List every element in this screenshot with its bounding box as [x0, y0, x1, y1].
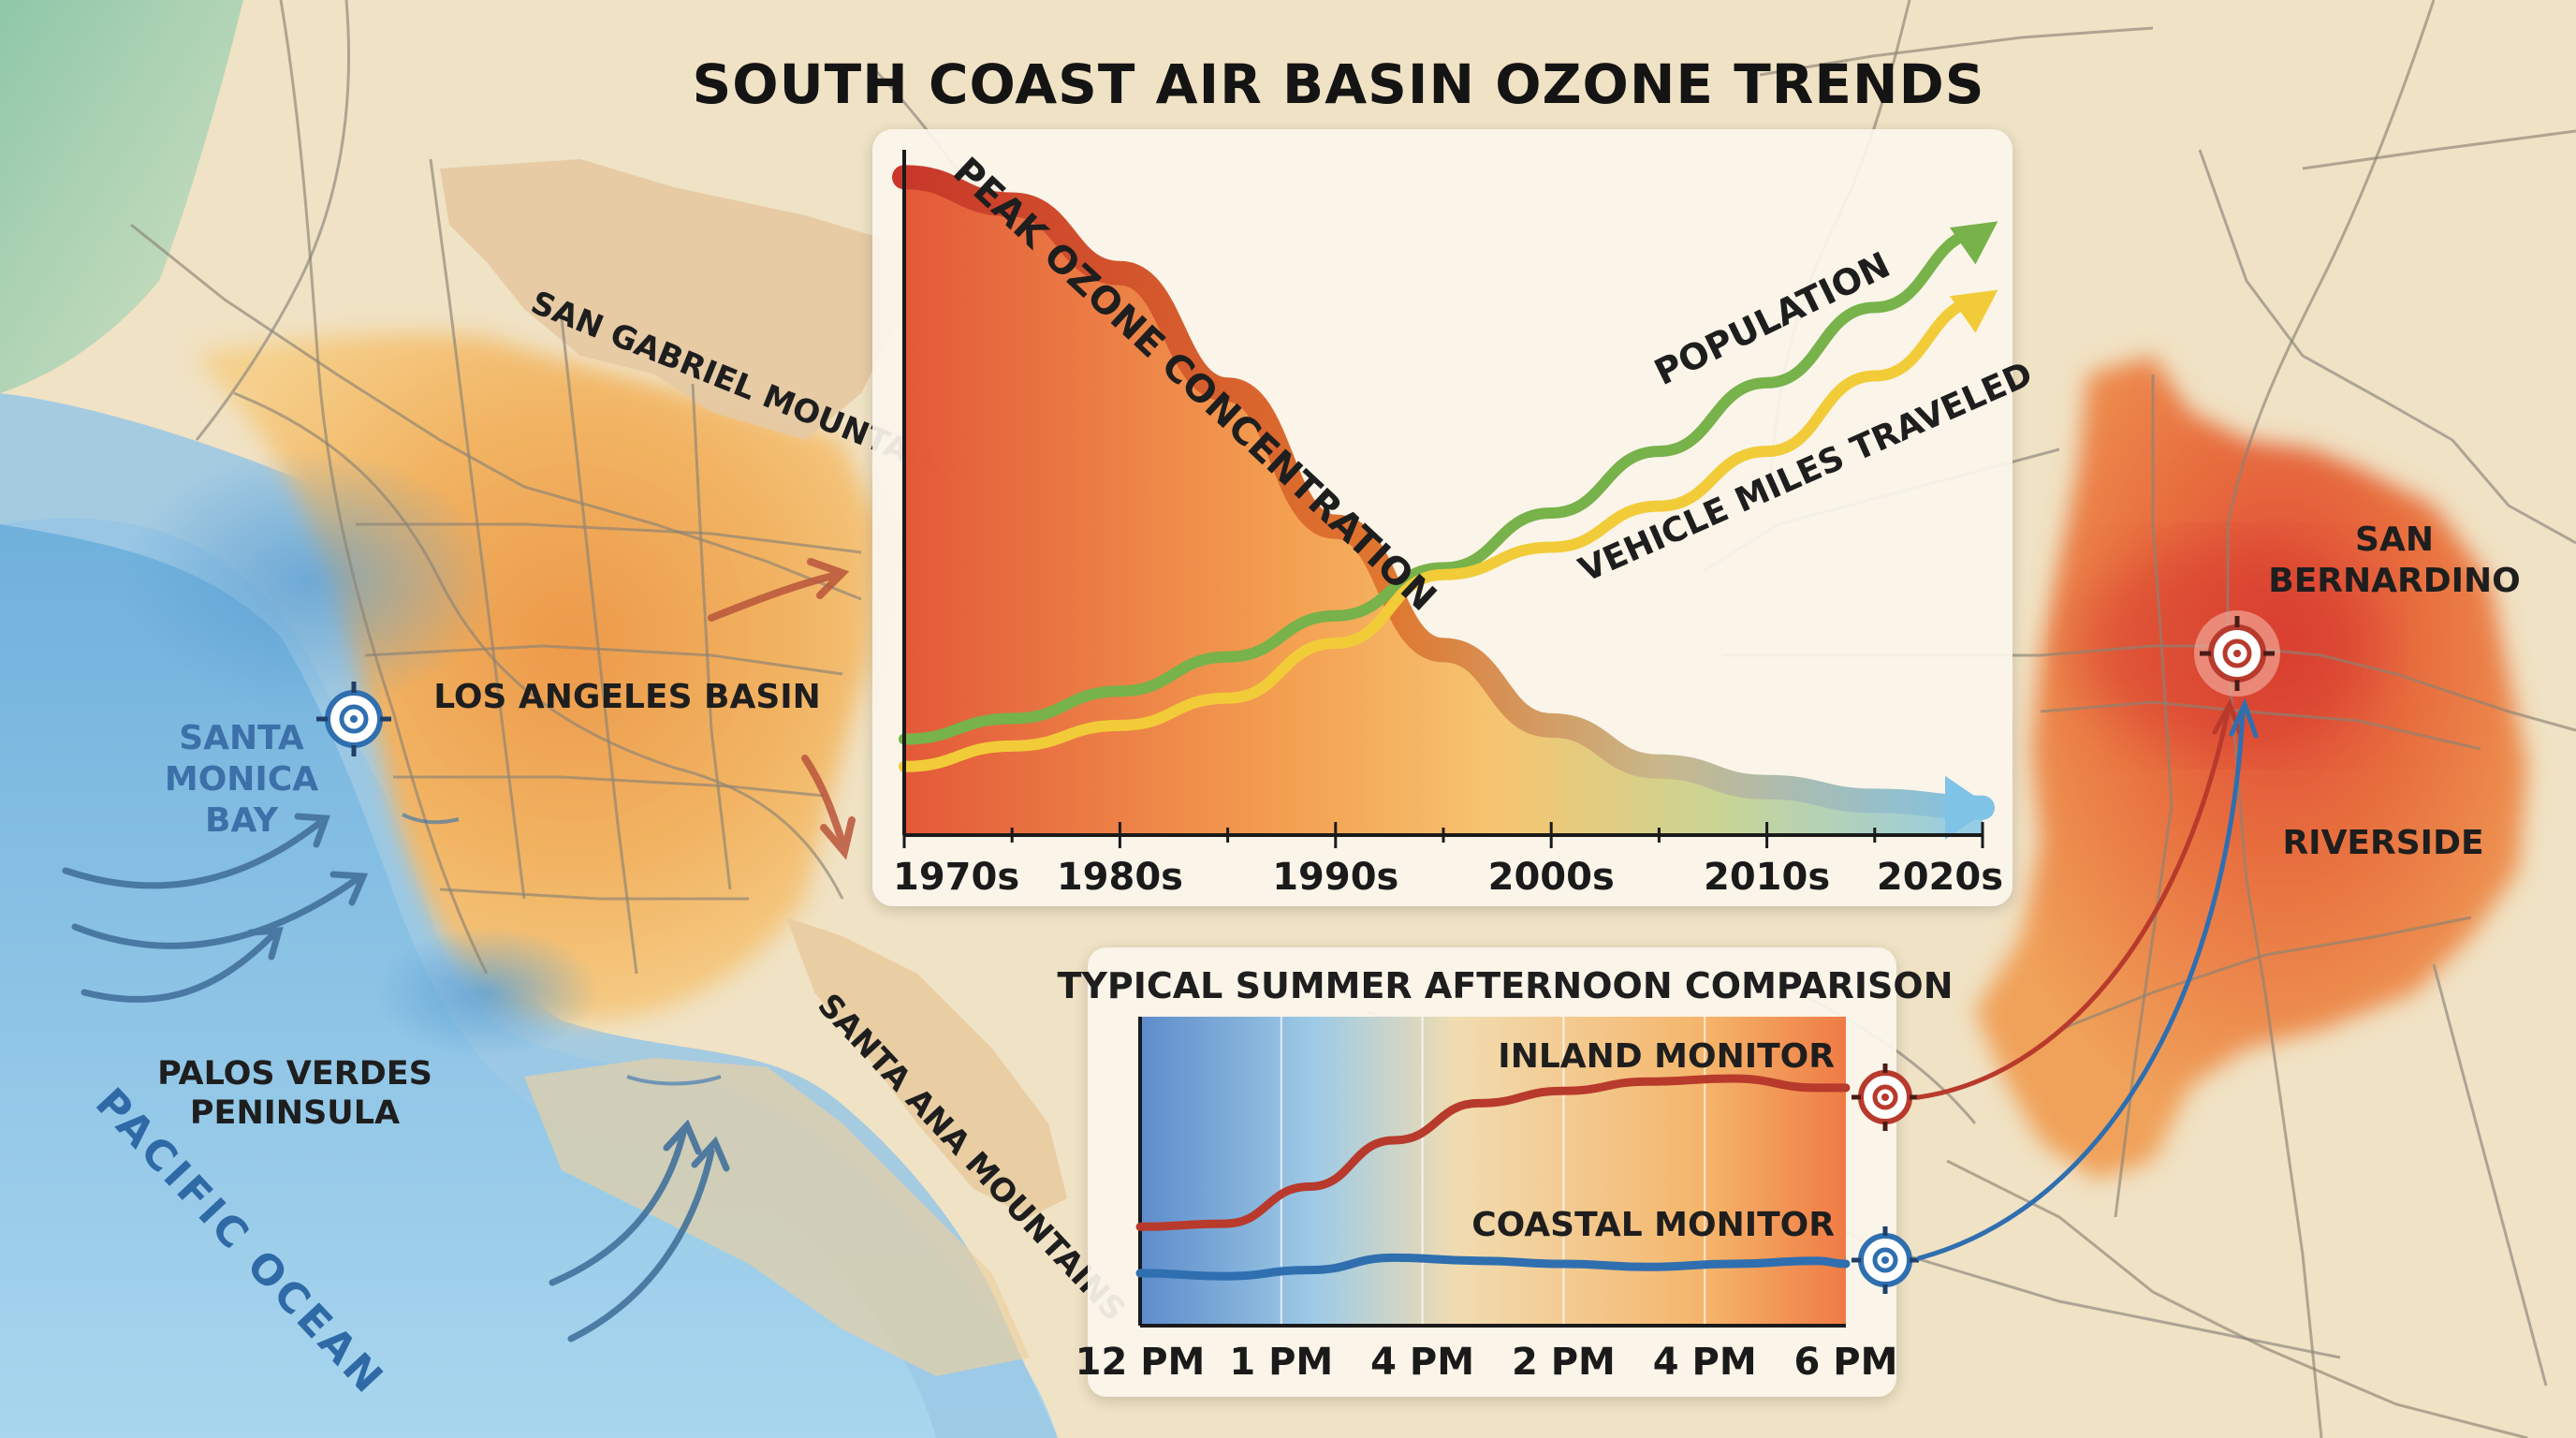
svg-text:PALOS VERDES: PALOS VERDES — [157, 1055, 432, 1093]
riverside-label: RIVERSIDE — [2282, 824, 2483, 862]
svg-text:SAN: SAN — [2355, 521, 2434, 559]
comparison-x-label: 6 PM — [1794, 1341, 1898, 1384]
los-angeles-basin-label: LOS ANGELES BASIN — [433, 678, 821, 716]
comparison-plot-area — [1135, 1074, 1851, 1281]
coastal-monitor-end-marker[interactable] — [1852, 1226, 1919, 1294]
summer-afternoon-comparison-chart: TYPICAL SUMMER AFTERNOON COMPARISON 12 P… — [1057, 947, 1954, 1397]
santa-ana-mountains-area — [786, 917, 1067, 1217]
ozone-trend-chart: 1970s 1980s 1990s 2000s 2010s 2020s PEAK OZON… — [872, 129, 2038, 906]
trend-x-label: 2020s — [1877, 856, 2003, 899]
trend-x-label: 2010s — [1704, 856, 1830, 899]
page-title: SOUTH COAST AIR BASIN OZONE TRENDS — [692, 52, 1984, 116]
svg-text:BAY: BAY — [205, 801, 279, 840]
population-arrowhead — [1949, 221, 1998, 265]
population-line — [899, 226, 1988, 745]
trend-x-ticks — [902, 822, 1984, 848]
trend-x-label: 2000s — [1488, 856, 1615, 899]
peak-ozone-arrowhead — [1945, 775, 1992, 840]
trend-plot-area — [892, 165, 1998, 840]
san-gabriel-mountains-area — [440, 159, 899, 440]
inland-monitor-end-marker[interactable] — [1852, 1064, 1919, 1131]
comparison-title: TYPICAL SUMMER AFTERNOON COMPARISON — [1057, 965, 1953, 1006]
peak-ozone-line — [892, 165, 1995, 820]
santa-monica-bay-label: SANTA MONICA BAY — [165, 719, 318, 840]
vmt-line — [899, 295, 1988, 772]
comparison-grid — [1280, 1017, 1706, 1326]
comparison-x-label: 2 PM — [1512, 1341, 1616, 1384]
vmt-arrowhead — [1949, 289, 1998, 333]
onshore-wind-arrows — [62, 813, 730, 1343]
palos-verdes-label: PALOS VERDES PENINSULA — [157, 1055, 432, 1132]
comparison-x-label: 1 PM — [1229, 1341, 1333, 1384]
coastal-monitor-line — [1135, 1253, 1851, 1281]
inland-monitor-line — [1135, 1074, 1851, 1231]
svg-text:MONICA: MONICA — [165, 760, 318, 799]
coastal-monitor-marker[interactable] — [316, 682, 391, 756]
comparison-x-label: 4 PM — [1653, 1341, 1757, 1384]
svg-text:PENINSULA: PENINSULA — [190, 1094, 400, 1132]
inland-monitor-label: INLAND MONITOR — [1498, 1037, 1835, 1076]
comparison-x-label: 12 PM — [1076, 1341, 1206, 1384]
monitor-connectors — [1916, 697, 2259, 1261]
san-bernardino-label: SAN BERNARDINO — [2268, 521, 2520, 600]
svg-text:SANTA: SANTA — [179, 719, 304, 757]
trend-x-label: 1970s — [893, 856, 1019, 899]
svg-text:BERNARDINO: BERNARDINO — [2268, 562, 2520, 600]
comparison-x-labels: 12 PM 1 PM 4 PM 2 PM 4 PM 6 PM — [1076, 1341, 1898, 1384]
trend-x-labels: 1970s 1980s 1990s 2000s 2010s 2020s — [893, 856, 2003, 899]
coastal-monitor-label: COASTAL MONITOR — [1471, 1206, 1835, 1244]
inland-monitor-marker[interactable] — [2194, 610, 2280, 697]
trend-x-label: 1980s — [1057, 856, 1183, 899]
trend-x-label: 1990s — [1272, 856, 1398, 899]
comparison-x-label: 4 PM — [1370, 1341, 1474, 1384]
inland-flow-arrows — [708, 558, 856, 860]
